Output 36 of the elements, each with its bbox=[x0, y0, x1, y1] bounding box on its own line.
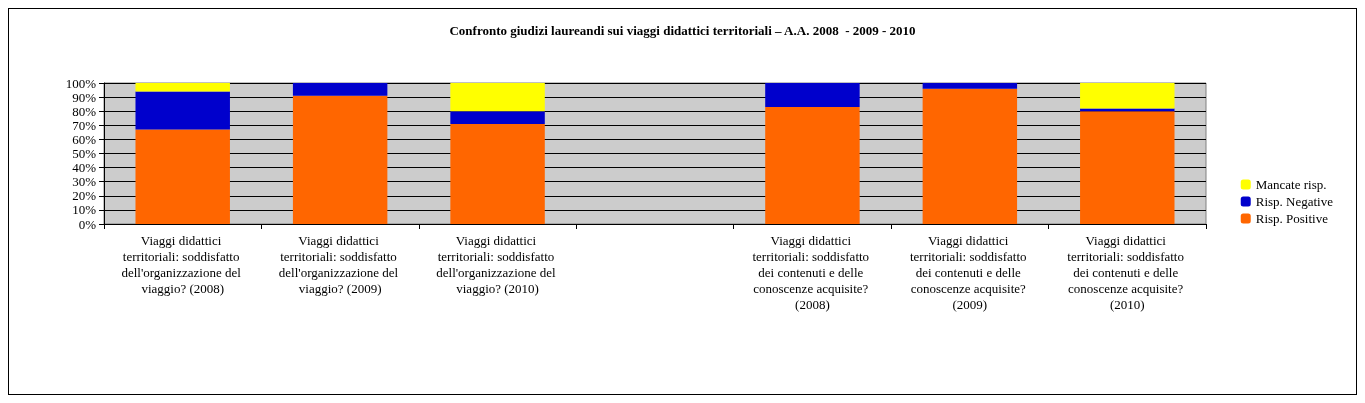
bar bbox=[135, 83, 230, 92]
chart-title: Confronto giudizi laureandi sui viaggi didattici territoriali – A.A. 2008 - 2009 - 2010 bbox=[449, 23, 916, 38]
x-tick-label: Viaggi didattici territoriali: soddisfatto dei contenuti e delle conoscenze acquisite? (2010) bbox=[1067, 232, 1188, 312]
bar bbox=[450, 111, 545, 124]
bar bbox=[922, 88, 1018, 224]
y-tick-label: 80% bbox=[72, 103, 97, 119]
bar bbox=[1080, 108, 1175, 112]
bar bbox=[1080, 83, 1175, 109]
y-tick-label: 0% bbox=[78, 216, 97, 232]
bar bbox=[922, 83, 1018, 89]
x-tick-label: Viaggi didattici territoriali: soddisfatto dei contenuti e delle conoscenze acquisite? (2009) bbox=[909, 232, 1030, 312]
bar bbox=[765, 106, 860, 224]
legend-label: Risp. Positive bbox=[1255, 211, 1329, 226]
bar bbox=[292, 95, 388, 224]
y-tick-label: 60% bbox=[72, 131, 97, 147]
bar bbox=[450, 83, 545, 112]
y-tick-label: 70% bbox=[72, 117, 97, 133]
x-tick-label: Viaggi didattici territoriali: soddisfatto dell'organizzazione del viaggio? (2008) bbox=[121, 232, 245, 296]
bar bbox=[1080, 111, 1175, 224]
x-tick-label: Viaggi didattici territoriali: soddisfatto dei contenuti e delle conoscenze acquisite? (2008) bbox=[752, 232, 873, 312]
bar bbox=[765, 83, 860, 107]
y-tick-label: 10% bbox=[72, 202, 97, 218]
y-tick-label: 90% bbox=[72, 89, 97, 105]
x-tick-label: Viaggi didattici territoriali: soddisfatto dell'organizzazione del viaggio? (2010) bbox=[436, 232, 559, 296]
y-tick-label: 100% bbox=[65, 75, 97, 91]
x-tick-label: Viaggi didattici territoriali: soddisfatto dell'organizzazione del viaggio? (2009) bbox=[278, 232, 402, 296]
y-tick-label: 20% bbox=[72, 188, 97, 204]
bar bbox=[450, 123, 545, 224]
bar bbox=[292, 83, 388, 96]
y-tick-label: 50% bbox=[72, 146, 97, 161]
legend-label: Risp. Negative bbox=[1255, 194, 1334, 209]
legend-label: Mancate risp. bbox=[1255, 177, 1327, 192]
bar bbox=[135, 129, 230, 224]
y-tick-label: 30% bbox=[72, 174, 97, 190]
bar bbox=[135, 91, 230, 130]
y-tick-label: 40% bbox=[72, 160, 97, 176]
